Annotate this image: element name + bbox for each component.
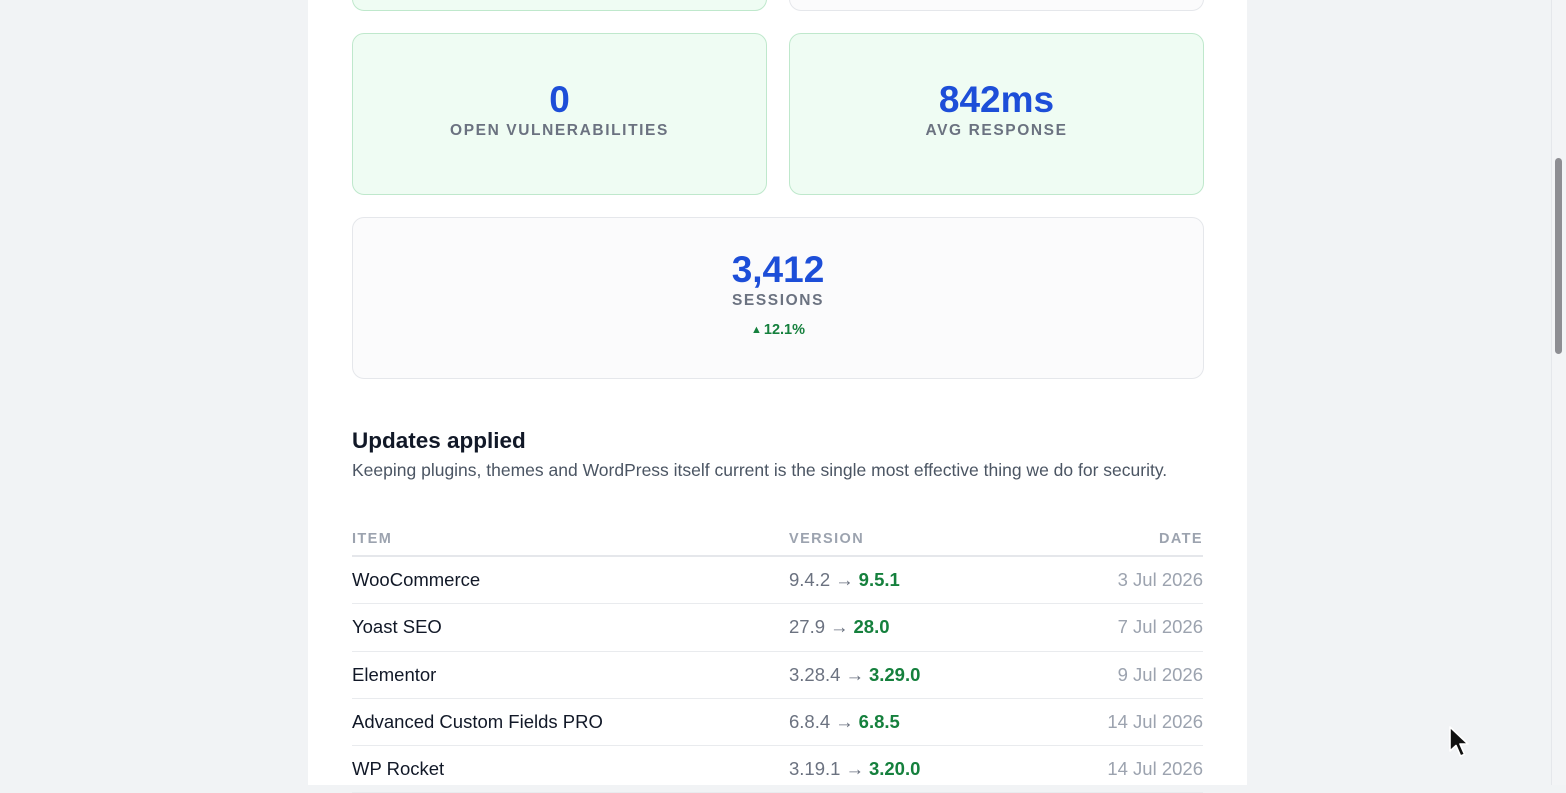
version-to: 28.0 xyxy=(853,616,890,638)
arrow-right-icon: → xyxy=(835,711,854,733)
stat-value: 0 xyxy=(549,79,570,120)
item-name: Elementor xyxy=(352,663,437,685)
column-header-item: ITEM xyxy=(352,530,393,547)
section-title: Updates applied xyxy=(352,428,526,453)
stat-label: OPEN VULNERABILITIES xyxy=(450,122,669,139)
arrow-right-icon: → xyxy=(835,569,854,591)
table-row: WP Rocket 3.19.1 → 3.20.0 14 Jul 2026 xyxy=(352,746,1203,793)
update-date: 7 Jul 2026 xyxy=(1117,616,1203,638)
stat-card-vulnerabilities: 0 OPEN VULNERABILITIES xyxy=(352,33,767,195)
arrow-right-icon: → xyxy=(845,663,864,685)
stat-label: AVG RESPONSE xyxy=(925,122,1068,139)
section-description: Keeping plugins, themes and WordPress it… xyxy=(352,460,1168,480)
table-header: ITEM VERSION DATE xyxy=(352,522,1203,557)
arrow-right-icon: → xyxy=(830,616,849,638)
table-row: Yoast SEO 27.9 → 28.0 7 Jul 2026 xyxy=(352,604,1203,652)
version-change: 6.8.4 → 6.8.5 xyxy=(789,711,1039,733)
stat-card-partial-left xyxy=(352,0,767,11)
arrow-right-icon: → xyxy=(845,758,864,780)
stat-delta: ▲ 12.1% xyxy=(353,322,1203,338)
version-to: 3.29.0 xyxy=(868,663,921,685)
table-row: Elementor 3.28.4 → 3.29.0 9 Jul 2026 xyxy=(352,652,1203,699)
update-date: 14 Jul 2026 xyxy=(1107,758,1203,780)
version-change: 3.19.1 → 3.20.0 xyxy=(789,758,1039,780)
mouse-pointer-icon xyxy=(1449,726,1469,757)
scrollbar-thumb[interactable] xyxy=(1555,158,1562,354)
stat-label: SESSIONS xyxy=(731,292,825,309)
version-change: 27.9 → 28.0 xyxy=(789,616,1039,638)
version-from: 9.4.2 xyxy=(789,569,831,591)
version-change: 3.28.4 → 3.29.0 xyxy=(789,664,1039,686)
stat-value: 3,412 xyxy=(731,249,825,290)
version-from: 3.19.1 xyxy=(789,758,841,780)
item-name: Advanced Custom Fields PRO xyxy=(352,711,603,733)
version-to: 6.8.5 xyxy=(858,711,900,733)
version-change: 9.4.2 → 9.5.1 xyxy=(789,569,1039,591)
update-date: 3 Jul 2026 xyxy=(1117,569,1203,591)
version-to: 9.5.1 xyxy=(858,569,900,591)
stat-value: 842ms xyxy=(938,79,1055,120)
item-name: WooCommerce xyxy=(352,569,481,591)
column-header-version: VERSION xyxy=(789,530,865,547)
updates-table: ITEM VERSION DATE WooCommerce 9.4.2 → 9.5.… xyxy=(352,522,1203,793)
item-name: WP Rocket xyxy=(352,758,445,780)
vertical-scrollbar[interactable] xyxy=(1551,0,1566,785)
delta-value: 12.1% xyxy=(763,322,805,338)
version-to: 3.20.0 xyxy=(868,758,921,780)
stat-card-avg-response: 842ms AVG RESPONSE xyxy=(789,33,1204,195)
version-from: 3.28.4 xyxy=(789,663,841,685)
report-page: 0 OPEN VULNERABILITIES 842ms AVG RESPONS… xyxy=(308,0,1247,793)
table-row: Advanced Custom Fields PRO 6.8.4 → 6.8.5 1… xyxy=(352,699,1203,747)
column-header-date: DATE xyxy=(1159,530,1203,547)
version-from: 6.8.4 xyxy=(789,711,831,733)
update-date: 9 Jul 2026 xyxy=(1117,663,1203,685)
update-date: 14 Jul 2026 xyxy=(1107,711,1203,733)
triangle-up-icon: ▲ xyxy=(750,324,762,336)
stat-card-sessions: 3,412 SESSIONS ▲ 12.1% xyxy=(352,217,1204,379)
stat-card-partial-right xyxy=(789,0,1204,11)
version-from: 27.9 xyxy=(789,616,826,638)
item-name: Yoast SEO xyxy=(352,616,442,638)
table-row: WooCommerce 9.4.2 → 9.5.1 3 Jul 2026 xyxy=(352,557,1203,605)
